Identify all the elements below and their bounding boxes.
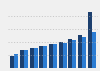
Bar (59, 42, 63, 68)
Bar (49, 44, 53, 68)
Bar (72, 40, 76, 68)
Bar (24, 50, 28, 68)
Bar (30, 48, 34, 68)
Bar (40, 46, 43, 68)
Bar (78, 35, 82, 68)
Bar (20, 50, 24, 68)
Bar (34, 48, 38, 68)
Bar (10, 56, 14, 68)
Bar (68, 39, 72, 68)
Bar (14, 54, 18, 68)
Bar (92, 32, 96, 68)
Bar (63, 43, 66, 68)
Bar (82, 37, 86, 68)
Bar (88, 12, 92, 68)
Bar (43, 46, 47, 68)
Bar (53, 45, 57, 68)
